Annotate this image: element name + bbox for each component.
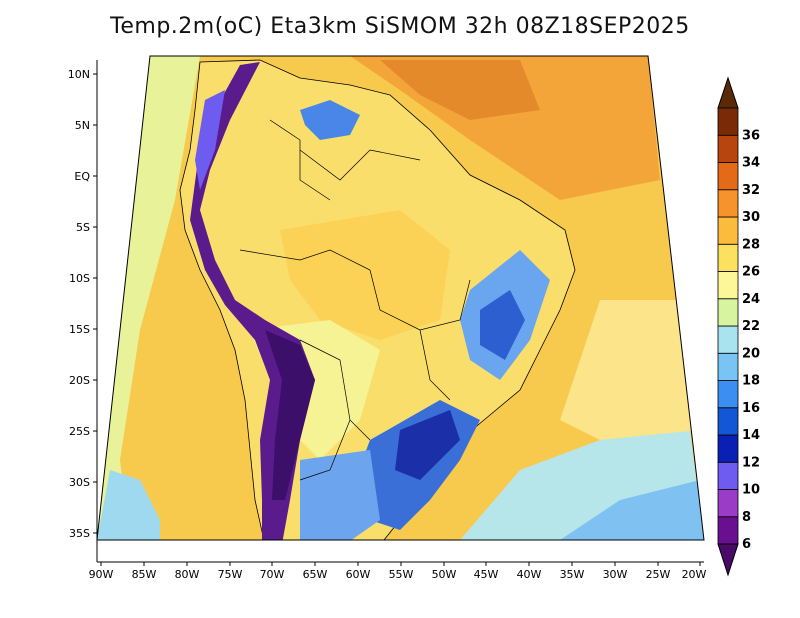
lat-label: 10S	[69, 272, 90, 285]
lon-label: 25W	[646, 568, 671, 581]
south-brazil-colder	[395, 410, 460, 480]
lon-ticks	[100, 562, 701, 566]
colorbar-labels: 6 8 10 12 14 16 18 20 22 24 26 28 30 32 34 36	[742, 128, 760, 552]
colorbar-label: 8	[742, 510, 751, 525]
lat-label: 15S	[69, 323, 90, 336]
map-title: Temp.2m(oC) Eta3km SiSMOM 32h 08Z18SEP20…	[110, 14, 690, 39]
temperature-field	[97, 56, 704, 540]
lon-label: 40W	[517, 568, 542, 581]
colorbar-bottom-arrow	[717, 543, 739, 577]
colorbar-label: 32	[742, 183, 760, 198]
lon-label: 80W	[175, 568, 200, 581]
lat-label: 35S	[69, 527, 90, 540]
lon-label: 90W	[89, 568, 114, 581]
argentina-cool	[300, 450, 380, 540]
colorbar-label: 24	[742, 292, 760, 307]
colorbar-label: 20	[742, 346, 760, 361]
lat-label: 25S	[69, 425, 90, 438]
lon-label: 45W	[474, 568, 499, 581]
atlantic-mild	[560, 300, 700, 440]
lon-label: 35W	[560, 568, 585, 581]
colorbar-segment	[717, 461, 739, 490]
colorbar-segment	[717, 434, 739, 463]
lon-label: 75W	[218, 568, 243, 581]
colorbar-segment	[717, 107, 739, 136]
warm-interior	[280, 210, 450, 340]
colorbar-label: 10	[742, 483, 760, 498]
lat-ticks	[93, 73, 97, 534]
colorbar-label: 16	[742, 401, 760, 416]
colorbar-label: 36	[742, 128, 760, 143]
colorbar-label: 18	[742, 374, 760, 389]
altiplano-cold	[265, 330, 315, 500]
pacific-south-cool	[97, 470, 160, 540]
country-borders	[239, 119, 471, 481]
lat-label: 10N	[68, 68, 90, 81]
colorbar-segment	[717, 489, 739, 518]
lat-label: 5N	[75, 119, 90, 132]
lon-label: 85W	[132, 568, 157, 581]
pacific-cool	[97, 56, 200, 540]
colorbar-segment	[717, 325, 739, 354]
lat-label: 20S	[69, 374, 90, 387]
colorbar-label: 28	[742, 237, 760, 252]
colorbar-segment	[717, 380, 739, 409]
colorbar-segment	[717, 189, 739, 218]
lon-label: 55W	[389, 568, 414, 581]
colorbar-label: 26	[742, 265, 760, 280]
colorbar-segments	[717, 107, 739, 545]
lat-labels: 10N 5N EQ 5S 10S 15S 20S 25S 30S 35S	[68, 68, 91, 540]
guiana-cool	[300, 100, 360, 140]
map-frame	[96, 55, 705, 541]
lat-label: 30S	[69, 476, 90, 489]
colorbar-label: 22	[742, 319, 760, 334]
colorbar-segment	[717, 134, 739, 163]
colorbar-top-arrow	[717, 76, 739, 109]
colorbar-segment	[717, 216, 739, 245]
lat-label: 5S	[76, 221, 90, 234]
colorbar-label: 6	[742, 537, 751, 552]
lon-label: 20W	[682, 568, 707, 581]
colorbar-segment	[717, 407, 739, 436]
lon-labels: 90W 85W 80W 75W 70W 65W 60W 55W 50W 45W …	[89, 568, 707, 581]
lon-label: 30W	[603, 568, 628, 581]
colorbar-segment	[717, 298, 739, 327]
eastern-highlands-cold	[480, 290, 525, 360]
northern-andes	[195, 90, 225, 190]
lon-label: 70W	[260, 568, 285, 581]
colorbar-label: 14	[742, 428, 760, 443]
hot-atlantic	[380, 60, 540, 120]
lon-label: 65W	[303, 568, 328, 581]
colorbar-label: 30	[742, 210, 760, 225]
colorbar: 6 8 10 12 14 16 18 20 22 24 26 28 30 32 34 36	[717, 76, 760, 577]
colorbar-segment	[717, 516, 739, 545]
colorbar-label: 34	[742, 156, 760, 171]
lat-label: EQ	[74, 170, 90, 183]
colorbar-label: 12	[742, 455, 760, 470]
colorbar-segment	[717, 162, 739, 191]
colorbar-segment	[717, 352, 739, 381]
colorbar-segment	[717, 271, 739, 300]
lon-label: 60W	[346, 568, 371, 581]
south-atlantic-colder	[560, 480, 704, 540]
lon-label: 50W	[432, 568, 457, 581]
colorbar-segment	[717, 243, 739, 272]
